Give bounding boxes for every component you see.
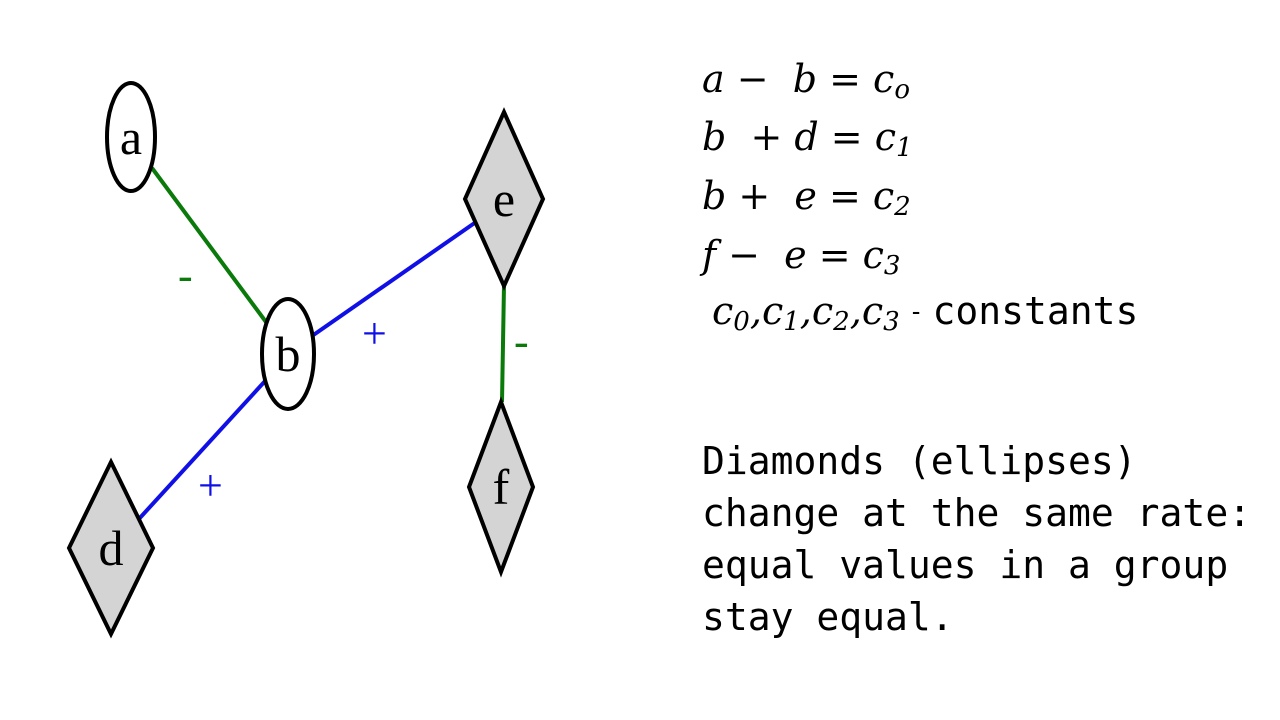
constant-symbol-1: c1 <box>761 289 800 335</box>
constant-symbol-3-base: c <box>861 289 884 333</box>
equation-3-sub: 3 <box>883 251 901 281</box>
equation-0-sub: o <box>894 75 910 105</box>
constants-word: constants <box>932 289 1139 333</box>
node-b-label: b <box>276 326 301 382</box>
equation-1-text: b + d = c <box>702 115 897 159</box>
equation-0-text: a − b = c <box>702 57 895 101</box>
node-d: d <box>66 457 156 639</box>
edge-sign-b-d: + <box>198 461 223 510</box>
constant-symbol-0-base: c <box>712 289 734 333</box>
constant-separator: , <box>849 289 862 333</box>
node-d-label: d <box>99 520 124 576</box>
node-a-label: a <box>120 109 142 165</box>
equation-1: b + d = c1 <box>702 118 913 161</box>
edge-sign-a-b: - <box>178 251 193 300</box>
edge-sign-e-f: - <box>514 317 529 366</box>
constant-symbol-3-sub: 3 <box>883 307 900 337</box>
constant-symbol-1-sub: 1 <box>783 307 800 337</box>
node-e-label: e <box>493 171 515 227</box>
explanation-note: Diamonds (ellipses) change at the same r… <box>702 439 1252 639</box>
constraint-graph: - + + - a b e d f <box>66 81 546 639</box>
edge-b-e <box>310 220 478 338</box>
equation-2-sub: 2 <box>894 192 911 222</box>
equation-3-text: f − e = c <box>702 233 884 277</box>
constants-line: c0,c1,c2,c3 - constants <box>712 292 1138 335</box>
constants-dash: - <box>911 296 921 326</box>
node-f-label: f <box>493 459 510 515</box>
constant-symbol-0: c0 <box>712 289 750 335</box>
constant-symbol-1-base: c <box>761 289 784 333</box>
node-f: f <box>466 396 536 578</box>
node-b: b <box>260 297 316 411</box>
constant-symbol-2-sub: 2 <box>833 307 850 337</box>
equation-2-text: b + e = c <box>702 174 895 218</box>
equation-3: f − e = c3 <box>702 236 900 279</box>
equation-1-sub: 1 <box>896 133 913 163</box>
node-e: e <box>462 107 546 291</box>
edge-a-b <box>150 166 268 324</box>
constant-separator: , <box>749 289 762 333</box>
constant-symbol-0-sub: 0 <box>733 307 750 337</box>
edge-e-f <box>500 284 506 403</box>
constant-separator: , <box>799 289 812 333</box>
edge-sign-b-e: + <box>362 309 387 358</box>
constant-symbol-3: c3 <box>861 289 900 335</box>
edge-b-d <box>136 378 268 522</box>
node-a: a <box>105 81 157 193</box>
constant-symbol-2: c2 <box>811 289 850 335</box>
equation-0: a − b = co <box>702 60 910 103</box>
constant-symbol-2-base: c <box>811 289 834 333</box>
equation-2: b + e = c2 <box>702 177 911 220</box>
